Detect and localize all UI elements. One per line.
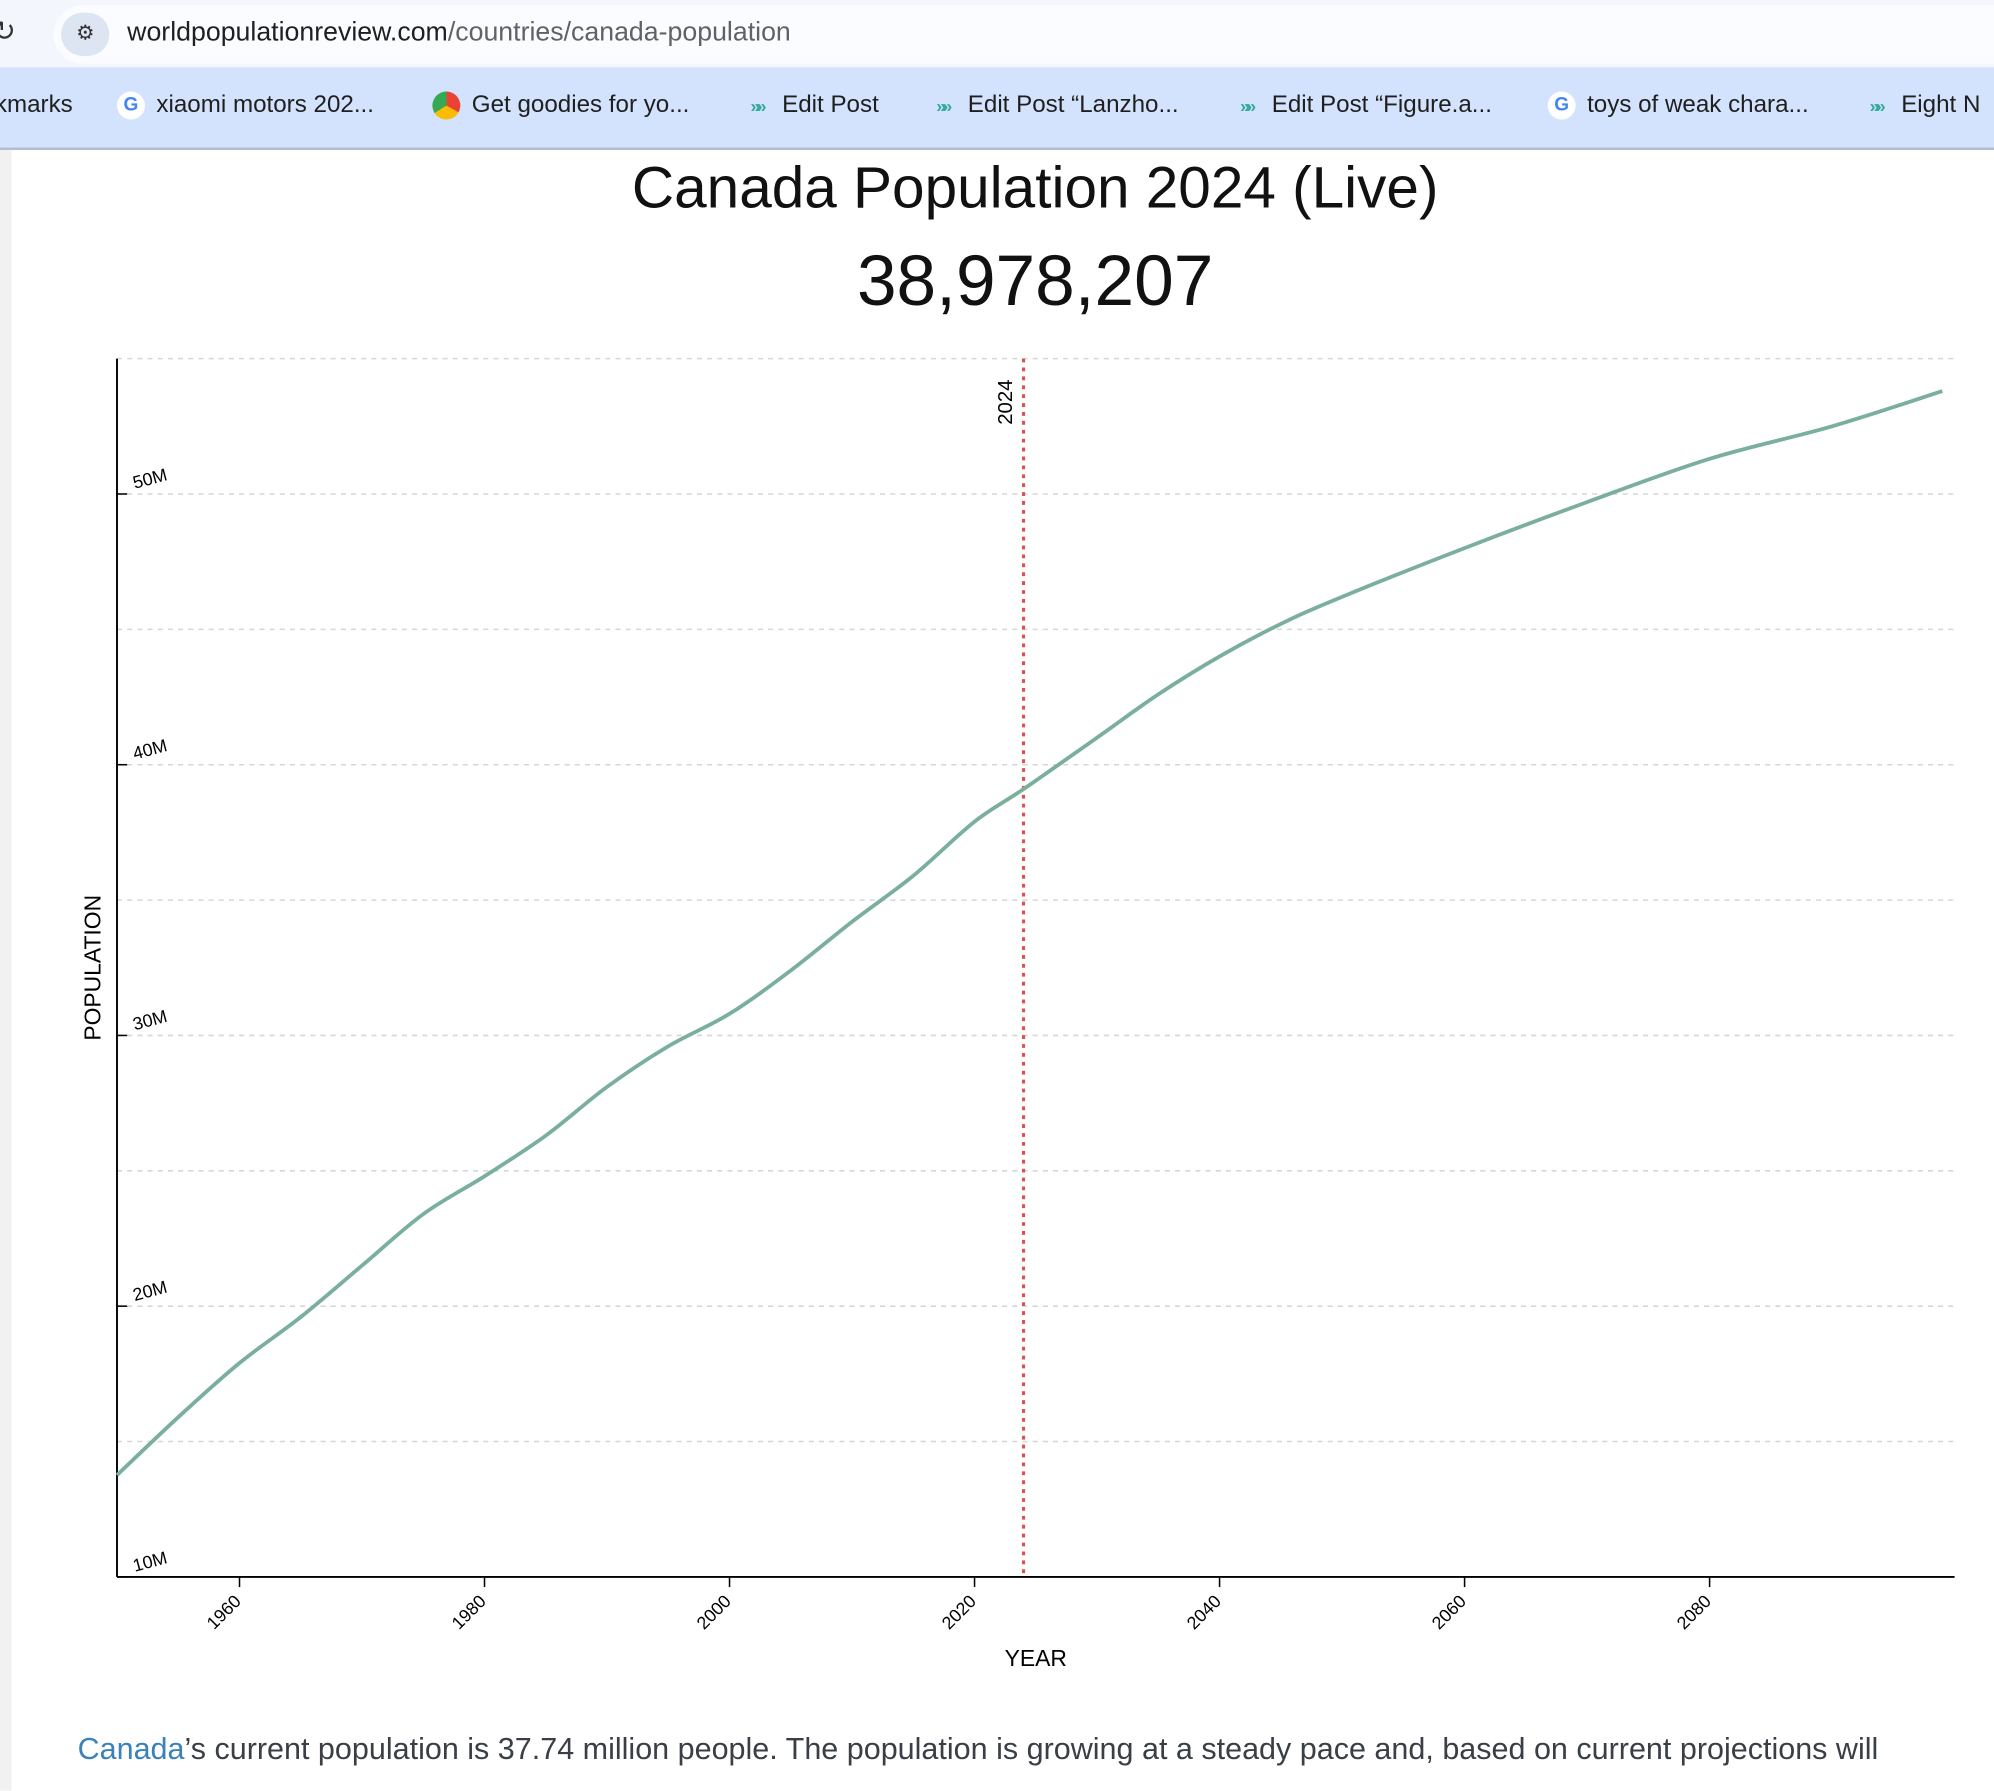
google-icon: G	[116, 91, 145, 120]
bookmark-item[interactable]: Get goodies for yo...	[432, 91, 690, 120]
bookmark-label: xiaomi motors 202...	[156, 91, 374, 119]
intro-paragraph: Canada’s current population is 37.74 mil…	[78, 1732, 1879, 1768]
wordpress-arrow-icon: »»	[750, 95, 767, 116]
address-bar: ↻ ⚙ worldpopulationreview.com/countries/…	[0, 0, 1994, 68]
marker-line-label: 2024	[995, 380, 1017, 425]
wordpress-arrow-icon: »»	[1240, 95, 1256, 116]
population-line	[115, 389, 1943, 1477]
url-domain: worldpopulationreview.com	[127, 17, 448, 48]
x-tick-label: 2020	[938, 1591, 980, 1633]
bookmark-item[interactable]: »» Edit Post	[743, 92, 879, 120]
bookmark-label: Edit Post “Figure.a...	[1271, 91, 1492, 119]
reload-icon[interactable]: ↻	[0, 15, 16, 48]
bookmark-item[interactable]: kmarks	[0, 92, 73, 120]
site-info-icon[interactable]: ⚙	[61, 12, 110, 56]
omnibox[interactable]	[53, 5, 1994, 64]
google-icon: G	[1547, 91, 1576, 120]
x-tick-label: 2060	[1428, 1591, 1470, 1633]
bookmark-label: kmarks	[0, 91, 73, 119]
x-tick-label: 2000	[693, 1591, 735, 1633]
bookmark-item[interactable]: »» Edit Post “Figure.a...	[1232, 92, 1492, 120]
bookmark-label: Get goodies for yo...	[471, 91, 690, 119]
y-tick-label: 40M	[131, 735, 170, 763]
url-path: /countries/canada-population	[447, 17, 791, 48]
paragraph-text: ’s current population is 37.74 million p…	[184, 1732, 1879, 1767]
page-title: Canada Population 2024 (Live)	[631, 153, 1439, 221]
x-tick-label: 2080	[1673, 1591, 1715, 1633]
bookmark-label: Edit Post	[782, 91, 879, 119]
canada-link[interactable]: Canada	[77, 1732, 185, 1767]
scroll-gutter	[0, 150, 12, 1791]
x-tick-label: 1980	[448, 1591, 490, 1633]
wordpress-arrow-icon: »»	[1869, 95, 1886, 116]
bookmark-label: Eight N	[1901, 91, 1981, 119]
live-population-count: 38,978,207	[856, 240, 1214, 321]
y-tick-label: 30M	[131, 1006, 170, 1034]
bookmark-label: Edit Post “Lanzho...	[967, 91, 1179, 119]
y-tick-label: 20M	[131, 1277, 170, 1305]
wordpress-arrow-icon: »»	[936, 95, 952, 116]
x-tick-label: 1960	[203, 1591, 245, 1633]
bookmark-item[interactable]: »» Eight N	[1862, 92, 1981, 120]
bookmark-label: toys of weak chara...	[1587, 91, 1809, 119]
x-axis-label: YEAR	[1005, 1645, 1067, 1671]
url-text[interactable]: worldpopulationreview.com/countries/cana…	[127, 18, 791, 49]
chrome-icon	[432, 91, 461, 120]
y-axis-label: POPULATION	[79, 895, 105, 1041]
x-tick-label: 2040	[1183, 1591, 1225, 1633]
bookmark-item[interactable]: »» Edit Post “Lanzho...	[928, 92, 1178, 120]
y-tick-label: 10M	[131, 1547, 170, 1575]
y-tick-label: 50M	[131, 464, 170, 492]
